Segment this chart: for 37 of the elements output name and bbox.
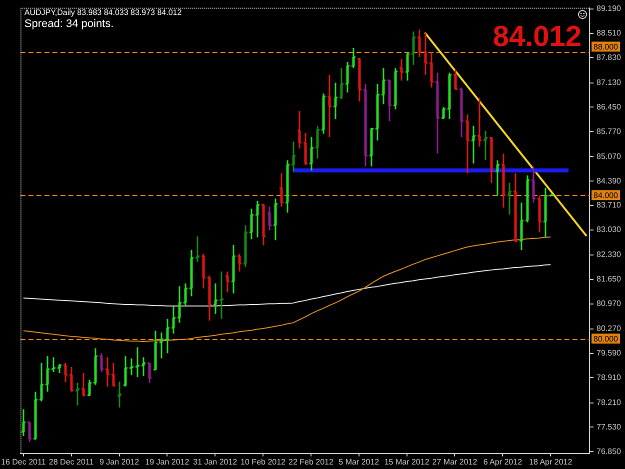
- y-tick-label: 88.510: [596, 28, 622, 38]
- y-tick-label: 83.710: [596, 200, 622, 210]
- x-tick-label: 22 Feb 2012: [288, 457, 334, 466]
- y-tick-label: 77.530: [596, 422, 622, 432]
- y-tick-label: 78.210: [596, 398, 622, 408]
- text: Spread: 34 points.: [24, 18, 114, 30]
- x-tick-label: 19 Jan 2012: [145, 457, 190, 466]
- x-tick-label: 31 Jan 2012: [193, 457, 238, 466]
- x-tick-label: 16 Dec 2011: [1, 457, 46, 466]
- x-tick-label: 6 Apr 2012: [483, 457, 523, 466]
- y-tick-label: 79.590: [596, 348, 622, 358]
- y-tick-label: 87.130: [596, 78, 622, 87]
- x-tick-label: 15 Mar 2012: [384, 457, 430, 466]
- y-tick-label: 80.970: [596, 298, 622, 308]
- y-tick-label: 85.070: [596, 152, 622, 161]
- ref-line-label: 84.000: [594, 190, 619, 200]
- y-tick-label: 82.330: [596, 250, 622, 260]
- x-tick-label: 10 Feb 2012: [240, 457, 286, 466]
- annotation: 84.012: [492, 20, 582, 53]
- y-tick-label: 78.910: [596, 372, 622, 382]
- y-tick-label: 83.030: [596, 225, 622, 234]
- y-tick-label: 84.390: [596, 176, 622, 186]
- x-tick-label: 28 Dec 2011: [48, 457, 94, 466]
- chart-title: AUDJPY,Daily 83.983 84.033 83.973 84.012: [24, 8, 182, 18]
- y-tick-label: 76.850: [596, 446, 622, 456]
- y-tick-label: 87.830: [596, 52, 622, 62]
- x-tick-label: 5 Mar 2012: [338, 457, 380, 466]
- x-tick-label: 9 Jan 2012: [99, 457, 140, 466]
- x-tick-label: 18 Apr 2012: [529, 457, 573, 466]
- y-tick-label: 89.190: [596, 4, 622, 14]
- ref-line-label: 88.000: [594, 42, 619, 52]
- y-tick-label: 85.770: [596, 126, 622, 136]
- y-tick-label: 81.650: [596, 274, 622, 284]
- x-tick-label: 27 Mar 2012: [432, 457, 478, 466]
- y-tick-label: 86.450: [596, 102, 622, 112]
- ref-line-label: 80.000: [594, 334, 619, 344]
- y-tick-label: 80.270: [596, 324, 622, 334]
